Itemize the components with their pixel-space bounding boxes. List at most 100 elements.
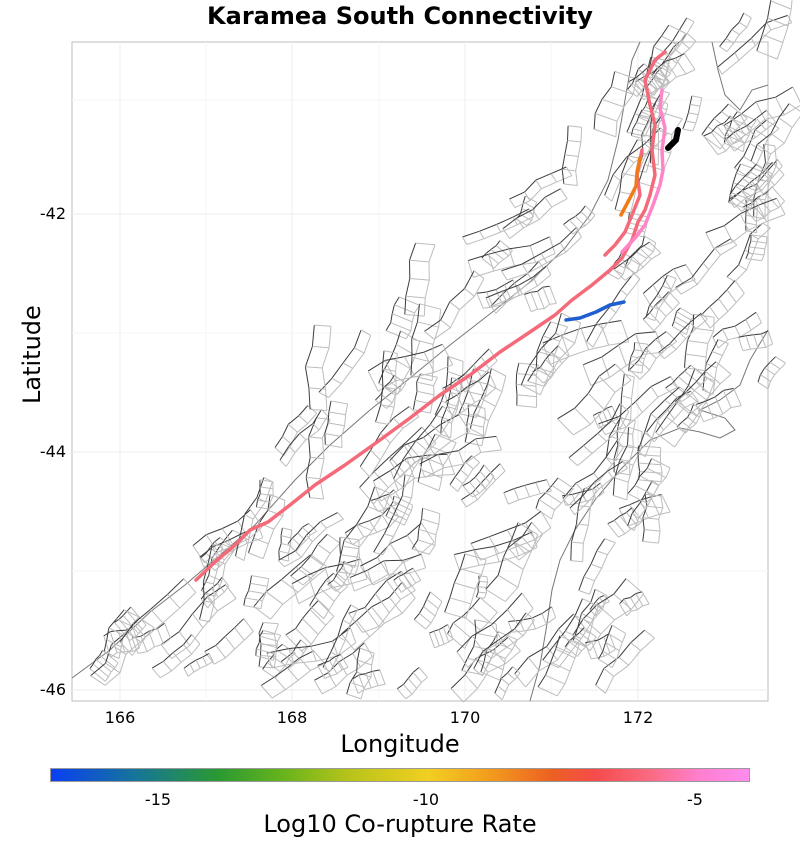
fault-section <box>520 312 582 396</box>
fault-section <box>348 571 416 633</box>
fault-section <box>290 533 341 586</box>
fault-section <box>359 522 435 586</box>
fault-section <box>449 455 480 492</box>
fault-section <box>569 461 628 516</box>
fault-section <box>255 629 282 661</box>
fault-section <box>114 606 147 641</box>
fault-section <box>119 578 197 656</box>
fault-section <box>674 361 732 415</box>
fault-section <box>532 345 569 384</box>
fault-section <box>278 527 293 562</box>
y-axis-label: Latitude <box>18 305 46 404</box>
fault-section <box>717 15 793 75</box>
fault-section <box>729 163 773 206</box>
fault-section <box>562 440 624 506</box>
fault-section <box>305 324 332 412</box>
fault-section <box>627 458 671 504</box>
fault-section <box>266 627 357 669</box>
fault-section <box>750 103 800 172</box>
fault-section <box>285 600 335 652</box>
fault-section <box>151 634 201 679</box>
fault-section <box>592 406 619 429</box>
fault-section <box>456 592 534 668</box>
colorbar-label: Log10 Co-rupture Rate <box>263 810 537 838</box>
fault-section <box>701 103 748 150</box>
fault-section <box>318 329 372 398</box>
fault-section <box>287 523 317 553</box>
fault-section <box>396 667 428 700</box>
fault-section <box>586 273 641 348</box>
fault-section <box>584 633 616 660</box>
fault-section <box>562 125 583 186</box>
fault-section <box>507 521 543 561</box>
rupture-traces <box>194 50 681 582</box>
fault-section <box>103 626 140 658</box>
blue-trace <box>564 300 626 322</box>
fault-section <box>103 609 140 659</box>
fault-section <box>705 198 786 250</box>
fault-section <box>613 426 643 501</box>
fault-section <box>537 635 580 697</box>
pink-trace <box>620 88 667 254</box>
colorbar-tick-label: -15 <box>144 790 172 809</box>
fault-section <box>440 377 462 439</box>
fault-section <box>671 307 695 335</box>
fault-section <box>370 489 402 512</box>
fault-section <box>607 507 643 538</box>
fault-section <box>703 115 746 156</box>
map-title: Karamea South Connectivity <box>207 2 593 30</box>
fault-section <box>279 409 329 467</box>
fault-section <box>465 404 486 447</box>
fault-section <box>645 274 677 322</box>
fault-section <box>676 403 703 434</box>
fault-section <box>424 270 485 340</box>
fault-section <box>450 636 521 703</box>
fault-section <box>723 86 800 144</box>
fault-section <box>647 24 687 82</box>
fault-section <box>476 575 489 599</box>
fault-section <box>306 417 331 500</box>
fault-section <box>461 208 534 245</box>
fault-section <box>428 624 454 649</box>
fault-section <box>719 12 752 52</box>
fault-section <box>346 647 375 700</box>
fault-section <box>500 227 582 281</box>
fault-network <box>89 0 800 703</box>
fault-section <box>277 512 344 568</box>
fault-section <box>728 163 763 211</box>
x-tick-label: 170 <box>449 708 481 727</box>
fault-section <box>756 0 793 60</box>
fault-section <box>665 364 708 402</box>
black-trace <box>665 127 681 151</box>
fault-section <box>90 617 155 686</box>
fault-section <box>192 509 263 564</box>
fault-section <box>604 127 668 202</box>
fault-section <box>523 286 557 313</box>
fault-section <box>324 400 349 448</box>
fault-section <box>503 479 552 505</box>
fault-section <box>256 479 274 510</box>
fault-section <box>563 205 596 235</box>
fault-section <box>274 405 318 456</box>
fault-section <box>568 403 630 466</box>
fault-section <box>655 367 715 448</box>
fault-section <box>411 507 441 555</box>
fault-section <box>626 56 670 137</box>
grid-lines <box>72 42 768 701</box>
fault-section <box>494 666 521 701</box>
fault-section <box>629 331 678 380</box>
fault-section <box>627 480 660 532</box>
fault-section <box>502 188 568 239</box>
x-axis-label: Longitude <box>340 730 460 758</box>
fault-section <box>393 405 454 489</box>
y-tick-label: -44 <box>39 442 66 461</box>
fault-section <box>404 242 436 317</box>
fault-section <box>578 538 616 595</box>
fault-section <box>327 560 354 592</box>
fault-section <box>200 576 230 609</box>
fault-section <box>682 95 703 132</box>
fault-section <box>628 64 671 101</box>
fault-section <box>248 494 286 560</box>
fault-section <box>684 313 715 372</box>
